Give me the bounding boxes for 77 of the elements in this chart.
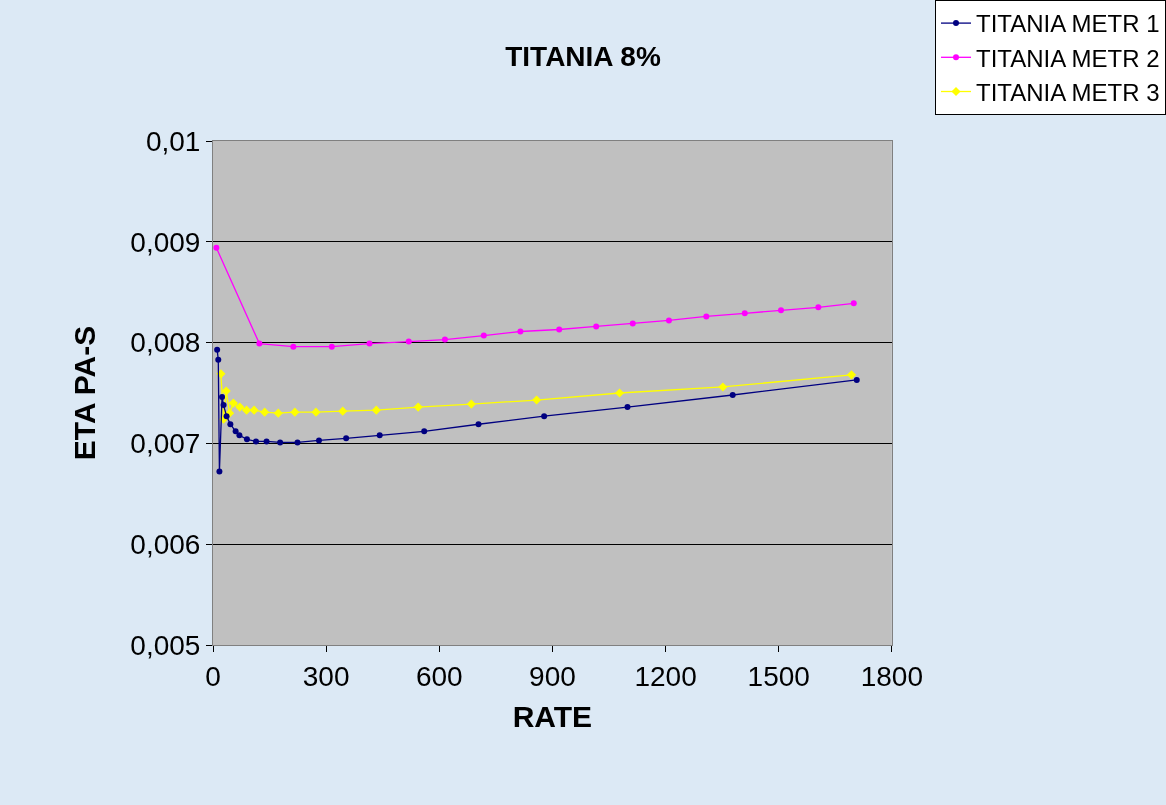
point: [413, 402, 423, 412]
point: [466, 399, 476, 409]
point: [214, 346, 221, 353]
point: [475, 421, 482, 428]
point: [665, 317, 672, 324]
y-tick-label: 0,007: [130, 428, 201, 460]
point: [223, 413, 230, 420]
point: [215, 356, 222, 363]
point: [343, 435, 350, 442]
point: [219, 394, 226, 401]
point: [850, 300, 857, 307]
point: [263, 438, 270, 445]
point: [480, 332, 487, 339]
point: [853, 376, 860, 383]
x-tick-label: 600: [415, 660, 463, 692]
x-axis-title: RATE: [512, 700, 593, 734]
point: [294, 439, 301, 446]
y-tick-label: 0,008: [130, 327, 201, 359]
point: [718, 382, 728, 392]
point: [256, 340, 263, 347]
point: [629, 320, 636, 327]
x-tick-label: 1200: [634, 660, 697, 692]
point: [220, 402, 227, 409]
point: [441, 336, 448, 343]
y-tick-label: 0,01: [145, 125, 201, 157]
y-tick-label: 0,005: [130, 629, 201, 661]
point: [242, 405, 252, 415]
legend-label: TITANIA METR 3: [976, 78, 1160, 106]
point: [729, 392, 736, 399]
point: [228, 398, 238, 408]
point: [338, 406, 348, 416]
point: [249, 405, 259, 415]
point: [703, 313, 710, 320]
point: [236, 432, 243, 439]
point: [277, 439, 284, 446]
y-axis-title: ETA PA-S: [68, 325, 102, 461]
point: [376, 432, 383, 439]
point: [290, 407, 300, 417]
point: [213, 244, 220, 251]
point: [311, 407, 321, 417]
point: [517, 328, 524, 335]
point: [593, 323, 600, 330]
x-tick-label: 900: [529, 660, 576, 692]
point: [615, 388, 625, 398]
point: [252, 438, 259, 445]
point: [235, 402, 245, 412]
point: [556, 326, 563, 333]
x-tick-label: 300: [302, 660, 350, 692]
x-tick-label: 0: [205, 660, 221, 692]
point: [232, 428, 239, 435]
point: [315, 437, 322, 444]
point: [624, 404, 631, 411]
point: [328, 343, 335, 350]
y-tick-label: 0,006: [130, 529, 201, 560]
point: [221, 386, 231, 396]
point: [216, 468, 223, 475]
legend-label: TITANIA METR 2: [976, 44, 1160, 72]
point: [260, 407, 270, 417]
point: [421, 428, 428, 435]
point: [777, 307, 784, 314]
point: [846, 370, 857, 380]
point: [532, 395, 542, 405]
x-tick-label: 1500: [747, 660, 810, 692]
point: [405, 338, 412, 345]
point: [366, 340, 373, 347]
point: [741, 310, 748, 317]
point: [290, 343, 297, 350]
point: [273, 408, 283, 418]
point: [243, 436, 250, 443]
y-tick-label: 0,009: [130, 226, 201, 258]
point: [227, 421, 234, 428]
chart-title: TITANIA 8%: [505, 41, 661, 73]
point: [541, 413, 548, 420]
x-tick-label: 1800: [860, 660, 923, 692]
point: [371, 405, 381, 415]
point: [815, 304, 822, 311]
legend-label: TITANIA METR 1: [976, 10, 1160, 38]
